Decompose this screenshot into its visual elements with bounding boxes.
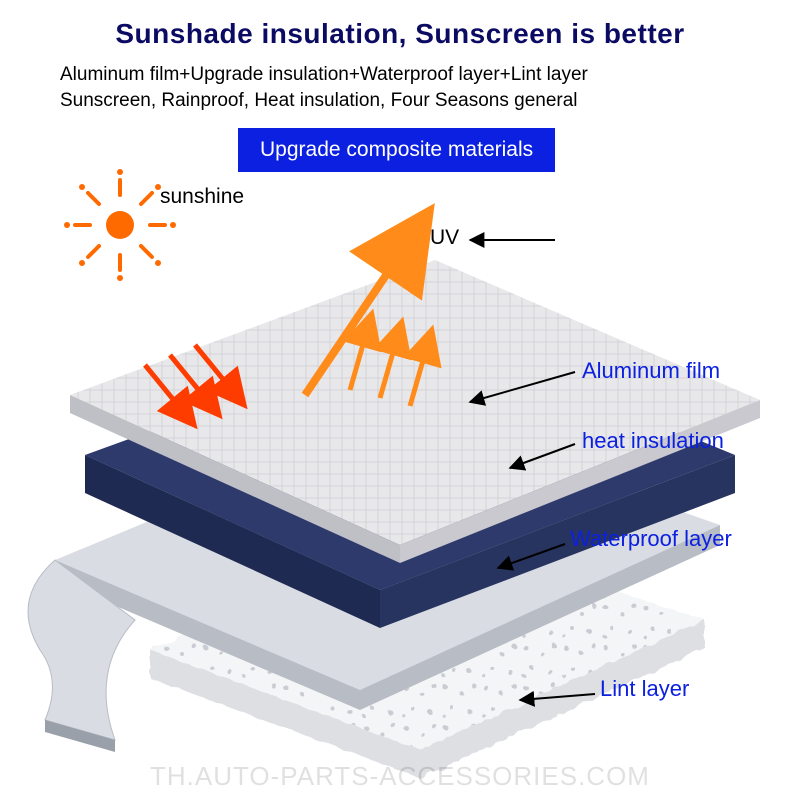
layer2-label: heat insulation xyxy=(582,428,724,454)
watermark: TH.AUTO-PARTS-ACCESSORIES.COM xyxy=(0,761,800,792)
subtitle: Aluminum film+Upgrade insulation+Waterpr… xyxy=(60,62,588,113)
layer4-label: Lint layer xyxy=(600,676,689,702)
banner: Upgrade composite materials xyxy=(238,128,555,172)
page-title: Sunshade insulation, Sunscreen is better xyxy=(0,18,800,50)
layer1-label: Aluminum film xyxy=(582,358,720,384)
layer3-label: Waterproof layer xyxy=(570,526,732,552)
subtitle-line1: Aluminum film+Upgrade insulation+Waterpr… xyxy=(60,62,588,88)
subtitle-line2: Sunscreen, Rainproof, Heat insulation, F… xyxy=(60,88,588,114)
uv-label: UV xyxy=(430,226,459,250)
sunshine-label: sunshine xyxy=(160,185,244,209)
